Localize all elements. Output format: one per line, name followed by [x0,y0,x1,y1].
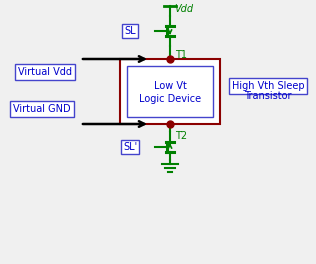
FancyBboxPatch shape [127,66,213,117]
Text: Virtual GND: Virtual GND [13,104,71,114]
Text: Vdd: Vdd [174,4,193,14]
Text: Transistor: Transistor [244,91,292,101]
Text: Low Vt: Low Vt [154,81,186,91]
Text: Virtual Vdd: Virtual Vdd [18,67,72,77]
Text: SL': SL' [123,142,137,152]
Text: SL: SL [124,26,136,36]
Text: High Vth Sleep: High Vth Sleep [232,81,304,91]
Text: Logic Device: Logic Device [139,94,201,104]
Text: T1: T1 [175,50,187,60]
Text: T2: T2 [175,131,187,141]
FancyBboxPatch shape [120,59,220,124]
